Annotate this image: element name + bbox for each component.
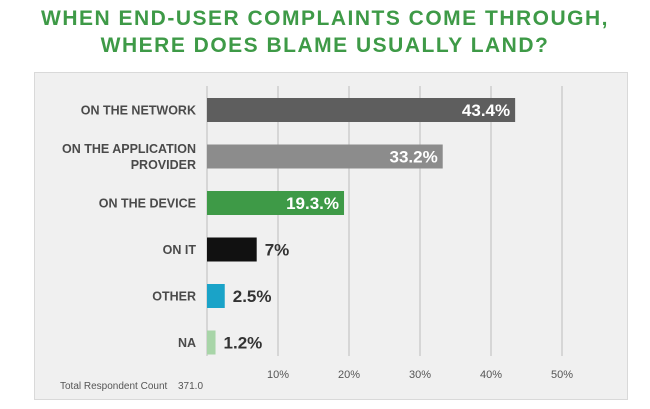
category-label: OTHER	[152, 290, 196, 304]
chart-panel	[34, 72, 628, 400]
x-tick-label: 20%	[338, 369, 360, 381]
respondent-count-label: Total Respondent Count	[60, 381, 168, 392]
tick-layer: 10% 20% 30% 40% 50%	[267, 369, 573, 381]
category-label: NA	[178, 336, 196, 350]
chart-title-line-2: WHERE DOES BLAME USUALLY LAND?	[100, 34, 550, 57]
x-tick-label: 50%	[551, 369, 573, 381]
bar	[207, 237, 257, 262]
value-label: 1.2%	[224, 334, 263, 353]
grid-layer	[206, 86, 563, 356]
value-label: 19.3.%	[286, 194, 339, 213]
bar	[207, 144, 443, 169]
category-label: ON THE DEVICE	[99, 197, 196, 211]
bar	[207, 191, 345, 215]
value-label: 43.4%	[462, 101, 510, 120]
chart-title-line-1: WHEN END-USER COMPLAINTS COME THROUGH,	[41, 7, 609, 30]
value-label: 33.2%	[390, 148, 438, 167]
value-label: 7%	[265, 241, 290, 260]
bar	[207, 330, 216, 355]
label-layer: ON THE NETWORK 43.4% ON THE APPLICATION PRO…	[62, 101, 510, 353]
bar	[207, 284, 225, 308]
category-label: ON THE NETWORK	[81, 104, 196, 118]
x-tick-label: 10%	[267, 369, 289, 381]
category-label: ON THE APPLICATION PROVIDER	[62, 142, 196, 172]
bar	[207, 98, 516, 122]
x-tick-label: 30%	[409, 369, 431, 381]
value-label: 2.5%	[233, 287, 272, 306]
x-tick-label: 40%	[480, 369, 502, 381]
bar-layer	[207, 98, 516, 355]
category-label: ON IT	[163, 243, 197, 257]
respondent-count-value: 371.0	[178, 381, 203, 392]
